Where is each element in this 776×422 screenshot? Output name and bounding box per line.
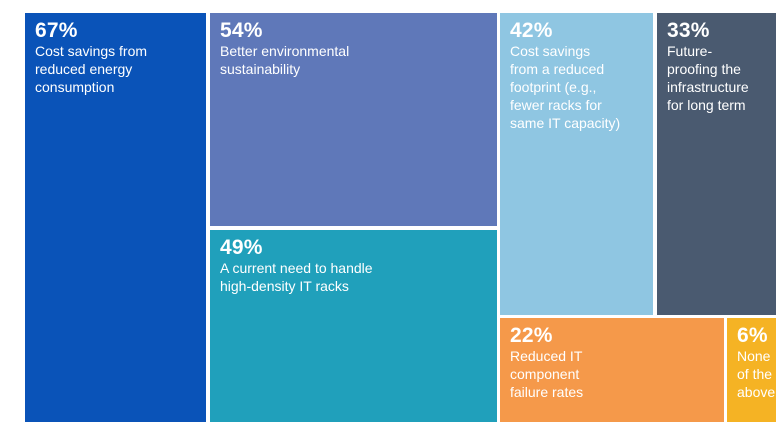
tile-category-label: for long term	[667, 96, 776, 114]
tile-category-label: Better environmental	[220, 42, 497, 60]
tile-category-label: failure rates	[510, 383, 724, 401]
tile-category-label: same IT capacity)	[510, 114, 653, 132]
treemap-tile: 42% Cost savings from a reduced footprint (…	[500, 13, 653, 315]
tile-category-label: consumption	[35, 78, 206, 96]
treemap-tile: 22% Reduced IT component failure rates	[500, 318, 724, 422]
treemap-tile: 67% Cost savings from reduced energy consum…	[25, 13, 206, 422]
tile-category-label: Cost savings	[510, 42, 653, 60]
tile-category-label: sustainability	[220, 60, 497, 78]
tile-category-label: reduced energy	[35, 60, 206, 78]
tile-value-label: 49%	[220, 236, 497, 259]
tile-value-label: 22%	[510, 324, 724, 347]
tile-value-label: 33%	[667, 19, 776, 42]
tile-category-label: footprint (e.g.,	[510, 78, 653, 96]
tile-category-label: component	[510, 365, 724, 383]
tile-category-label: of the	[737, 365, 776, 383]
tile-category-label: above	[737, 383, 776, 401]
tile-category-label: Reduced IT	[510, 347, 724, 365]
tile-category-label: Cost savings from	[35, 42, 206, 60]
tile-category-label: high-density IT racks	[220, 277, 497, 295]
tile-category-label: Future-	[667, 42, 776, 60]
tile-category-label: A current need to handle	[220, 259, 497, 277]
tile-category-label: fewer racks for	[510, 96, 653, 114]
tile-category-label: None	[737, 347, 776, 365]
treemap-tile: 33% Future-proofing the infrastructure for …	[657, 13, 776, 315]
tile-value-label: 54%	[220, 19, 497, 42]
tile-value-label: 67%	[35, 19, 206, 42]
treemap-tile: 49% A current need to handle high-density …	[210, 230, 497, 422]
tile-value-label: 42%	[510, 19, 653, 42]
treemap-tile: 54% Better environmental sustainability	[210, 13, 497, 226]
tile-category-label: proofing the	[667, 60, 776, 78]
tile-category-label: infrastructure	[667, 78, 776, 96]
tile-value-label: 6%	[737, 324, 776, 347]
treemap-tile: 6% None of the above	[727, 318, 776, 422]
tile-category-label: from a reduced	[510, 60, 653, 78]
